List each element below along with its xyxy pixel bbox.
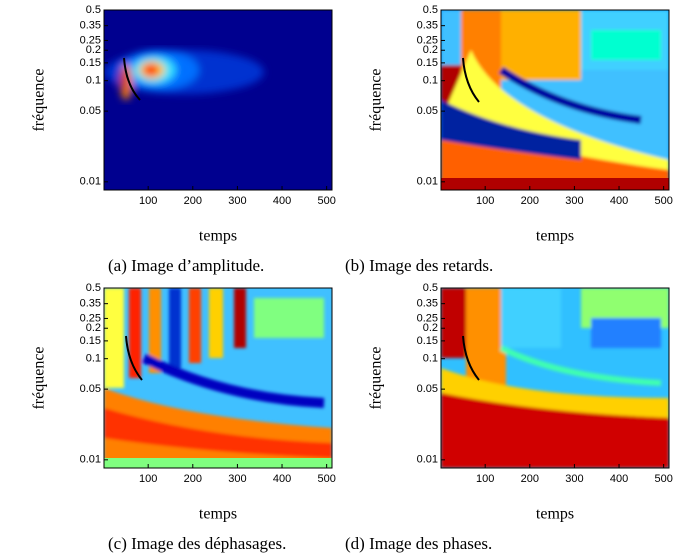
caption: (c) Image des déphasages. — [108, 534, 286, 553]
x-tick-label: 100 — [476, 195, 494, 207]
axes-box — [103, 287, 333, 469]
axes-box — [103, 9, 333, 191]
y-tick-label: 0.1 — [423, 353, 438, 365]
x-tick-label: 100 — [139, 195, 157, 207]
y-tick-label: 0.35 — [80, 298, 101, 310]
y-tick-label: 0.15 — [80, 57, 101, 69]
y-axis-label: fréquence — [31, 68, 48, 131]
y-tick-label: 0.25 — [80, 312, 101, 324]
y-tick-label: 0.2 — [86, 44, 101, 56]
x-tick-label: 200 — [184, 195, 202, 207]
y-tick-label: 0.5 — [423, 282, 438, 294]
y-tick-label: 0.35 — [417, 298, 438, 310]
x-tick-label: 300 — [565, 195, 583, 207]
x-tick-label: 100 — [476, 473, 494, 485]
x-tick-label: 500 — [317, 473, 335, 485]
y-tick-label: 0.05 — [417, 105, 438, 117]
heatmap-c — [104, 288, 332, 468]
y-tick-label: 0.01 — [80, 176, 101, 188]
x-tick-label: 100 — [139, 473, 157, 485]
y-tick-label: 0.1 — [86, 353, 101, 365]
x-tick-label: 300 — [228, 195, 246, 207]
y-tick-label: 0.05 — [80, 383, 101, 395]
x-axis-label: temps — [199, 506, 237, 523]
y-tick-label: 0.35 — [417, 20, 438, 32]
y-tick-label: 0.25 — [417, 34, 438, 46]
y-tick-label: 0.1 — [86, 75, 101, 87]
x-axis-label: temps — [536, 506, 574, 523]
x-tick-label: 400 — [273, 195, 291, 207]
y-tick-label: 0.2 — [86, 322, 101, 334]
y-axis-label: fréquence — [31, 346, 48, 409]
x-axis-label: temps — [199, 228, 237, 245]
x-tick-label: 500 — [654, 473, 672, 485]
y-axis-label: fréquence — [368, 346, 385, 409]
y-tick-label: 0.5 — [86, 282, 101, 294]
y-tick-label: 0.15 — [80, 335, 101, 347]
x-tick-label: 300 — [228, 473, 246, 485]
y-tick-label: 0.5 — [423, 4, 438, 16]
y-tick-label: 0.05 — [80, 105, 101, 117]
y-tick-label: 0.5 — [86, 4, 101, 16]
x-tick-label: 200 — [521, 195, 539, 207]
y-tick-label: 0.1 — [423, 75, 438, 87]
x-tick-label: 300 — [565, 473, 583, 485]
y-tick-label: 0.01 — [417, 176, 438, 188]
y-tick-label: 0.25 — [417, 312, 438, 324]
y-tick-label: 0.01 — [417, 454, 438, 466]
x-tick-label: 500 — [317, 195, 335, 207]
caption: (d) Image des phases. — [345, 534, 492, 553]
x-axis-label: temps — [536, 228, 574, 245]
y-tick-label: 0.15 — [417, 335, 438, 347]
x-tick-label: 400 — [273, 473, 291, 485]
axes-box — [440, 9, 670, 191]
y-tick-label: 0.35 — [80, 20, 101, 32]
y-axis-label: fréquence — [368, 68, 385, 131]
y-tick-label: 0.05 — [417, 383, 438, 395]
x-tick-label: 400 — [610, 195, 628, 207]
y-tick-label: 0.01 — [80, 454, 101, 466]
axes-box — [440, 287, 670, 469]
heatmap-a — [104, 10, 332, 190]
y-tick-label: 0.2 — [423, 322, 438, 334]
x-tick-label: 500 — [654, 195, 672, 207]
caption: (b) Image des retards. — [345, 256, 493, 275]
y-tick-label: 0.25 — [80, 34, 101, 46]
x-tick-label: 400 — [610, 473, 628, 485]
y-tick-label: 0.15 — [417, 57, 438, 69]
x-tick-label: 200 — [184, 473, 202, 485]
heatmap-d — [441, 288, 669, 468]
x-tick-label: 200 — [521, 473, 539, 485]
heatmap-b — [441, 10, 669, 190]
y-tick-label: 0.2 — [423, 44, 438, 56]
caption: (a) Image d’amplitude. — [108, 256, 264, 275]
